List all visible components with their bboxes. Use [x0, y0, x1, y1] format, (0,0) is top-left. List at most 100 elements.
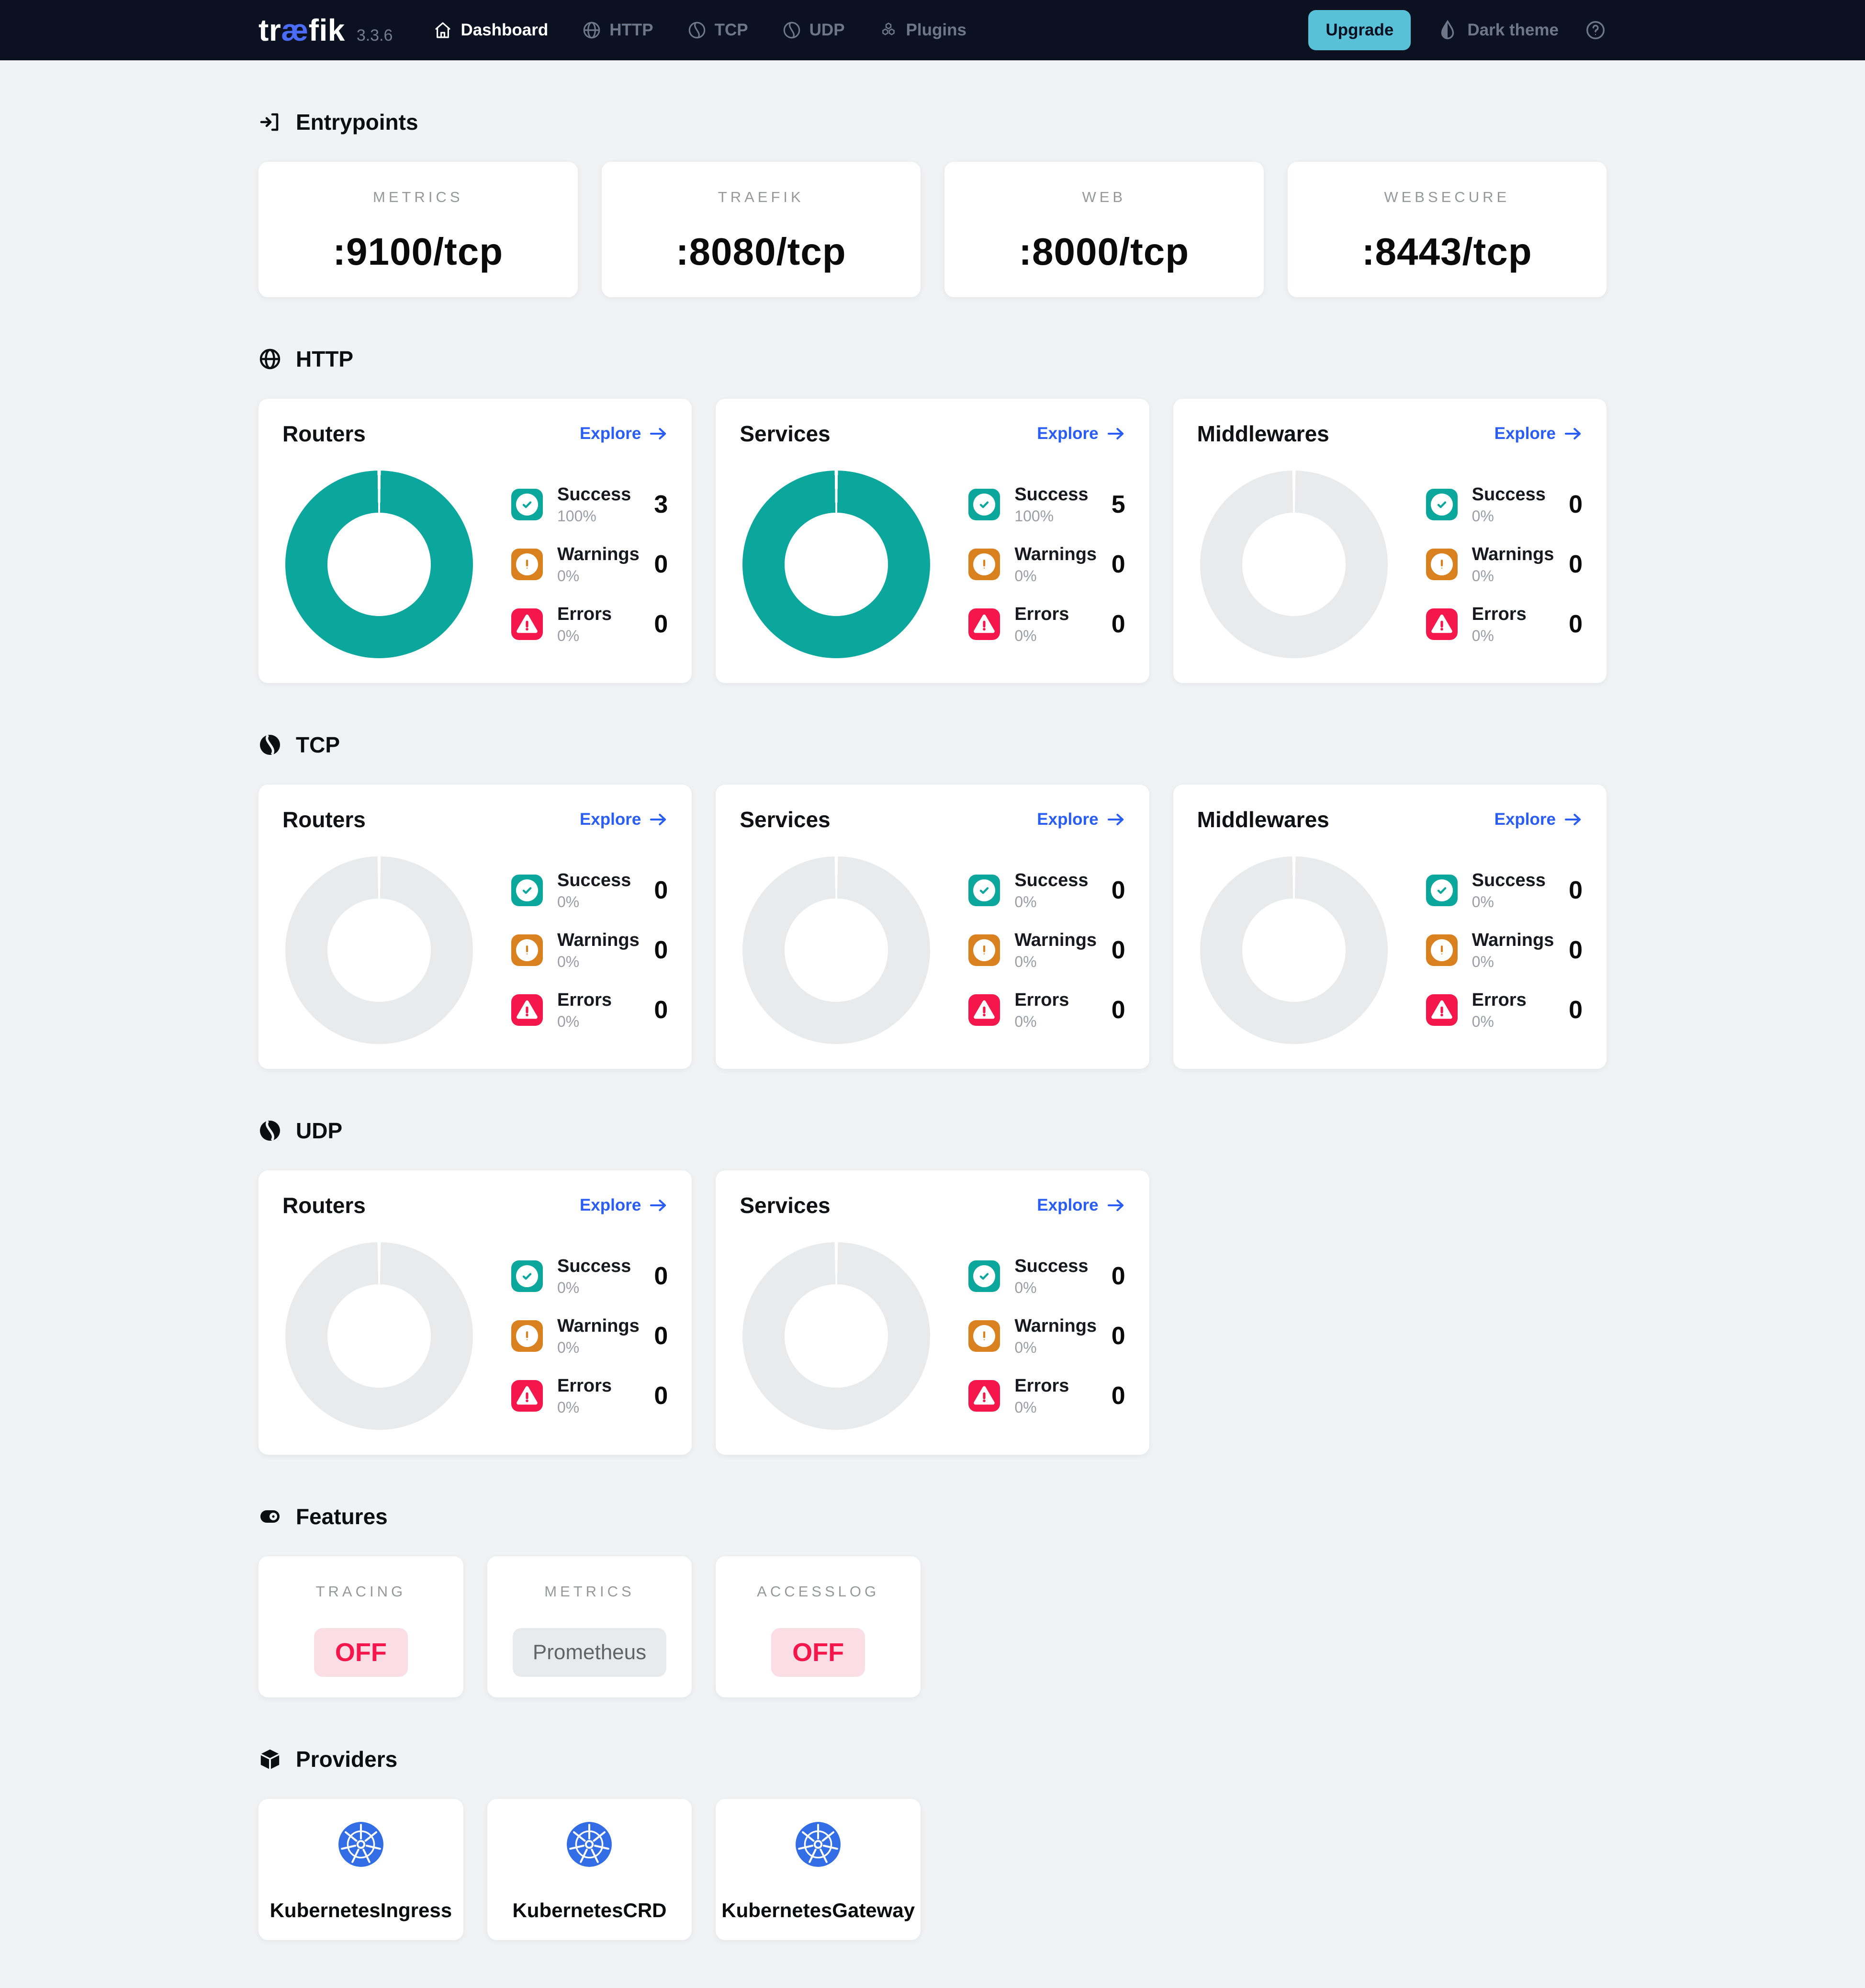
entrypoint-port: :8080/tcp: [675, 230, 846, 273]
kubernetes-logo: [567, 1822, 612, 1867]
explore-http-routers-link[interactable]: Explore: [580, 424, 668, 443]
explore-http-services-link[interactable]: Explore: [1037, 424, 1125, 443]
card-title: Middlewares: [1197, 807, 1329, 832]
features-grid: TRACING OFF METRICS Prometheus ACCESSLOG…: [258, 1556, 1607, 1697]
legend-row-success: Success 0% 0: [511, 870, 668, 911]
entrypoint-card-websecure: WEBSECURE :8443/tcp: [1287, 162, 1607, 297]
errors-count: 0: [1569, 610, 1583, 638]
error-triangle-icon: [968, 608, 1000, 640]
error-triangle-icon: [511, 994, 543, 1026]
feature-status-badge: OFF: [771, 1628, 865, 1677]
success-count: 0: [1111, 876, 1125, 904]
explore-tcp-services-link[interactable]: Explore: [1037, 810, 1125, 829]
toggle-icon: [260, 1510, 280, 1523]
nav-item-udp[interactable]: UDP: [782, 20, 845, 40]
arrow-right-icon: [650, 814, 666, 825]
traefik-logo[interactable]: træfik 3.3.6: [258, 12, 393, 48]
nav-item-tcp[interactable]: TCP: [687, 20, 748, 40]
nav-item-plugins[interactable]: Plugins: [878, 20, 966, 40]
legend: Success 0% 0 Warnings 0% 0 Errors 0% 0: [511, 1256, 668, 1416]
explore-udp-routers-link[interactable]: Explore: [580, 1196, 668, 1215]
nav-right: Upgrade Dark theme: [1308, 10, 1607, 50]
arrow-right-icon: [1107, 428, 1123, 439]
logo-text: træfik: [258, 13, 345, 47]
udp-services-donut-chart: [742, 1242, 931, 1430]
error-triangle-icon: [1426, 994, 1458, 1026]
legend: Success 0% 0 Warnings 0% 0 Errors 0% 0: [511, 870, 668, 1031]
providers-section-title: Providers: [258, 1746, 1607, 1772]
nav-item-http[interactable]: HTTP: [582, 20, 653, 40]
legend-row-warnings: Warnings 0% 0: [1426, 930, 1583, 971]
help-circle-icon: [1586, 21, 1605, 39]
warnings-count: 0: [654, 550, 668, 578]
legend-row-warnings: Warnings 0% 0: [968, 544, 1125, 585]
udp-routers-card: Routers Explore Success 0% 0 Warnin: [258, 1170, 692, 1455]
entrypoint-card-metrics: METRICS :9100/tcp: [258, 162, 578, 297]
entrypoint-card-traefik: TRAEFIK :8080/tcp: [601, 162, 921, 297]
error-triangle-icon: [968, 994, 1000, 1026]
entrypoints-grid: METRICS :9100/tcp TRAEFIK :8080/tcp WEB …: [258, 162, 1607, 297]
udp-icon: [260, 1120, 280, 1141]
feature-label: TRACING: [315, 1583, 406, 1600]
entrypoint-card-web: WEB :8000/tcp: [944, 162, 1264, 297]
legend-row-success: Success 0% 0: [968, 870, 1125, 911]
legend-row-warnings: Warnings 0% 0: [968, 930, 1125, 971]
legend-row-success: Success 0% 0: [511, 1256, 668, 1297]
globe-icon: [583, 22, 600, 39]
provider-name: KubernetesGateway: [721, 1899, 915, 1921]
warning-exclamation-icon: [511, 549, 543, 580]
legend-row-warnings: Warnings 0% 0: [1426, 544, 1583, 585]
providers-grid: KubernetesIngress KubernetesCRD Kubernet…: [258, 1799, 1607, 1940]
entrypoint-label: WEB: [1082, 189, 1126, 205]
explore-tcp-routers-link[interactable]: Explore: [580, 810, 668, 829]
warning-exclamation-icon: [511, 934, 543, 966]
provider-card-kubernetes-crd: KubernetesCRD: [487, 1799, 692, 1940]
entrypoint-label: WEBSECURE: [1384, 189, 1510, 205]
success-check-icon: [1426, 489, 1458, 520]
package-icon: [260, 1749, 280, 1769]
warnings-count: 0: [654, 1322, 668, 1350]
theme-toggle[interactable]: Dark theme: [1437, 19, 1559, 41]
card-title: Routers: [282, 1193, 366, 1218]
warnings-count: 0: [1111, 936, 1125, 964]
udp-icon: [783, 22, 800, 39]
warning-exclamation-icon: [1426, 934, 1458, 966]
features-section-title: Features: [258, 1504, 1607, 1529]
card-title: Services: [740, 1193, 831, 1218]
legend: Success 100% 5 Warnings 0% 0 Errors 0% 0: [968, 484, 1125, 645]
http-routers-card: Routers Explore Success 100% 3 Warn: [258, 399, 692, 683]
version-label: 3.3.6: [356, 26, 393, 45]
tcp-services-donut-chart: [742, 856, 931, 1044]
help-button[interactable]: [1584, 19, 1607, 41]
legend-row-success: Success 100% 3: [511, 484, 668, 525]
upgrade-button[interactable]: Upgrade: [1308, 10, 1411, 50]
warning-exclamation-icon: [968, 934, 1000, 966]
feature-card-tracing: TRACING OFF: [258, 1556, 463, 1697]
udp-routers-donut-chart: [285, 1242, 473, 1430]
errors-count: 0: [1569, 996, 1583, 1024]
explore-tcp-middlewares-link[interactable]: Explore: [1494, 810, 1583, 829]
success-count: 3: [654, 491, 668, 518]
legend-row-success: Success 0% 0: [1426, 870, 1583, 911]
warning-exclamation-icon: [1426, 549, 1458, 580]
error-triangle-icon: [1426, 608, 1458, 640]
nav-item-dashboard[interactable]: Dashboard: [433, 20, 548, 40]
nav-item-label: HTTP: [609, 21, 653, 39]
errors-count: 0: [1111, 996, 1125, 1024]
kubernetes-logo: [338, 1822, 383, 1867]
feature-status-badge: OFF: [314, 1628, 408, 1677]
explore-udp-services-link[interactable]: Explore: [1037, 1196, 1125, 1215]
provider-card-kubernetes-gateway: KubernetesGateway: [716, 1799, 921, 1940]
success-check-icon: [511, 875, 543, 906]
warnings-count: 0: [1569, 936, 1583, 964]
provider-card-kubernetes-ingress: KubernetesIngress: [258, 1799, 463, 1940]
arrow-right-icon: [1107, 814, 1123, 825]
success-check-icon: [968, 1260, 1000, 1292]
explore-http-middlewares-link[interactable]: Explore: [1494, 424, 1583, 443]
errors-count: 0: [654, 610, 668, 638]
globe-icon: [259, 348, 281, 370]
tcp-services-card: Services Explore Success 0% 0 Warni: [716, 785, 1149, 1069]
http-middlewares-donut-chart: [1200, 471, 1388, 658]
arrow-right-icon: [1564, 428, 1581, 439]
http-grid: Routers Explore Success 100% 3 Warn: [258, 399, 1607, 683]
